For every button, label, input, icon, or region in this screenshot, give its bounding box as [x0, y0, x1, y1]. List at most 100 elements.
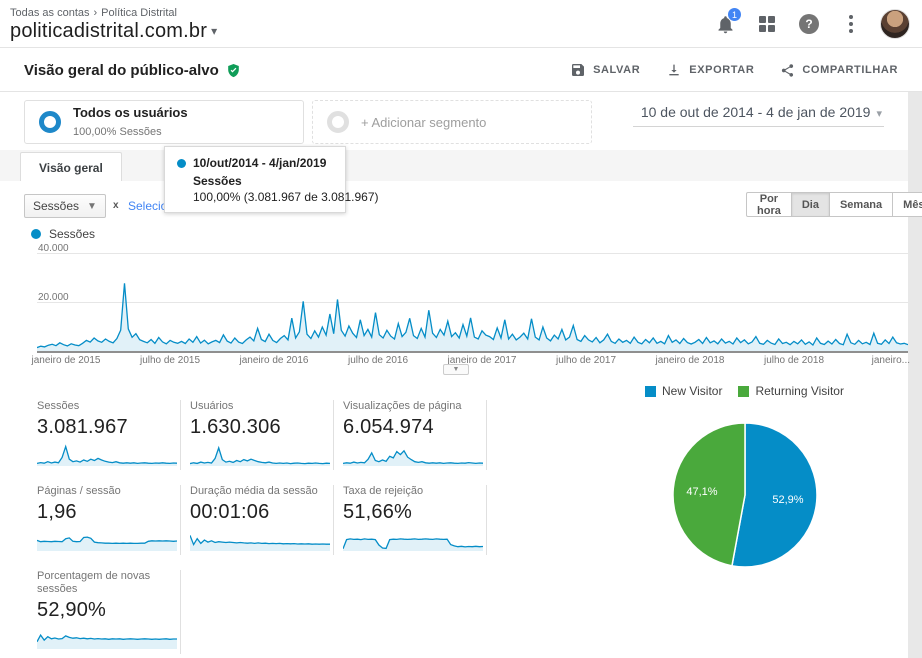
metric-label: Duração média da sessão	[190, 485, 318, 497]
notifications-button[interactable]: 1	[712, 7, 742, 37]
gridline-20k	[37, 302, 908, 303]
pie-legend-returning-visitor[interactable]: Returning Visitor	[738, 384, 844, 398]
chart-legend: Sessões	[31, 227, 95, 241]
segment-donut-icon-gray	[327, 111, 349, 133]
users-sparkline	[190, 445, 330, 466]
x-tick: julho de 2015	[139, 355, 201, 366]
segment-subtitle: 100,00% Sessões	[73, 126, 162, 138]
gridline-40k	[37, 253, 908, 254]
x-tick: julho de 2016	[347, 355, 409, 366]
metric-label: Taxa de rejeição	[343, 485, 424, 497]
x-axis-line	[37, 351, 908, 353]
segment-donut-icon	[39, 111, 61, 133]
add-segment-button[interactable]: + Adicionar segmento	[312, 100, 592, 144]
tab-overview-label: Visão geral	[39, 160, 103, 175]
breadcrumb-account[interactable]: Política Distrital	[101, 7, 177, 19]
segment-all-users[interactable]: Todos os usuários 100,00% Sessões	[24, 100, 304, 144]
tooltip-metric: Sessões	[193, 174, 242, 188]
segment-title: Todos os usuários	[73, 105, 188, 120]
user-avatar[interactable]	[880, 9, 910, 39]
help-button[interactable]: ?	[796, 11, 822, 37]
chevron-down-icon: ▾	[876, 108, 882, 120]
breadcrumb-separator: ›	[93, 7, 98, 19]
granularity-month-button[interactable]: Mês	[892, 192, 922, 217]
add-segment-label: + Adicionar segmento	[361, 114, 487, 130]
metric-card-pageviews[interactable]: Visualizações de página 6.054.974	[343, 400, 487, 470]
x-tick: janeiro de 2016	[239, 355, 309, 366]
series-dot-icon	[177, 158, 186, 168]
notification-badge: 1	[727, 7, 742, 22]
chevron-down-icon: ▼	[87, 200, 97, 212]
svg-text:47,1%: 47,1%	[686, 486, 717, 498]
report-toolbar: Visão geral do público-alvo SALVAR EXPOR…	[0, 49, 922, 92]
y-tick-20000: 20.000	[38, 292, 69, 303]
tooltip-date-range: 10/out/2014 - 4/jan/2019	[193, 156, 327, 170]
granularity-hour-button[interactable]: Por hora	[746, 192, 792, 217]
x-tick: julho de 2017	[555, 355, 617, 366]
tab-overview[interactable]: Visão geral	[20, 152, 122, 182]
metric-value: 00:01:06	[190, 501, 270, 523]
sessions-timeline-chart[interactable]	[37, 254, 908, 351]
tooltip-value: 100,00% (3.081.967 de 3.081.967)	[193, 190, 379, 204]
share-button[interactable]: COMPARTILHAR	[780, 63, 898, 78]
bounce-rate-sparkline	[343, 538, 483, 551]
metric-card-bounce-rate[interactable]: Taxa de rejeição 51,66%	[343, 485, 487, 555]
metric-value: 52,90%	[37, 599, 107, 621]
pie-legend-new-visitor[interactable]: New Visitor	[645, 384, 722, 398]
visitor-type-pie-chart[interactable]: 52,9% 47,1%	[669, 419, 821, 571]
metric-select-dropdown[interactable]: Sessões ▼	[24, 194, 106, 218]
chart-tooltip: 10/out/2014 - 4/jan/2019 Sessões 100,00%…	[164, 146, 379, 213]
property-title: politicadistrital.com.br	[10, 20, 208, 42]
more-options-button[interactable]	[838, 11, 864, 37]
segments-panel: Todos os usuários 100,00% Sessões + Adic…	[0, 92, 908, 150]
metric-card-users[interactable]: Usuários 1.630.306	[190, 400, 334, 470]
export-button[interactable]: EXPORTAR	[666, 62, 754, 78]
granularity-day-button[interactable]: Dia	[790, 192, 830, 217]
vs-label: x	[113, 200, 119, 211]
granularity-switcher: Por hora Dia Semana Mês	[746, 192, 922, 217]
metric-label: Porcentagem de novas sessões	[37, 570, 151, 595]
new-sessions-sparkline	[37, 633, 177, 649]
series-dot-icon	[31, 229, 41, 239]
metric-select-label: Sessões	[33, 199, 80, 213]
metric-value: 1,96	[37, 501, 77, 523]
save-button-label: SALVAR	[593, 64, 641, 76]
svg-text:52,9%: 52,9%	[772, 494, 803, 506]
tab-strip: Visão geral	[0, 150, 908, 182]
chevron-down-icon: ▾	[211, 24, 218, 38]
metric-label: Páginas / sessão	[37, 485, 121, 497]
export-button-label: EXPORTAR	[689, 64, 755, 76]
x-axis-labels: janeiro de 2015 julho de 2015 janeiro de…	[0, 355, 910, 367]
apps-button[interactable]	[754, 11, 780, 37]
metric-card-pages-per-session[interactable]: Páginas / sessão 1,96	[37, 485, 181, 555]
pie-legend-label: Returning Visitor	[755, 384, 844, 398]
download-icon	[669, 64, 679, 76]
metric-card-avg-duration[interactable]: Duração média da sessão 00:01:06	[190, 485, 334, 555]
granularity-week-button[interactable]: Semana	[828, 192, 894, 217]
save-button[interactable]: SALVAR	[570, 62, 640, 78]
collapse-chart-button[interactable]: ▼	[443, 364, 469, 375]
verified-shield-icon	[227, 63, 239, 77]
x-tick: janeiro...	[871, 355, 910, 366]
chart-legend-label: Sessões	[49, 227, 96, 241]
metric-value: 6.054.974	[343, 416, 434, 438]
metric-value: 3.081.967	[37, 416, 128, 438]
scrollbar-gutter[interactable]	[908, 92, 922, 658]
kebab-menu-icon	[849, 15, 853, 33]
breadcrumb-all-accounts[interactable]: Todas as contas	[10, 7, 90, 19]
metric-value: 1.630.306	[190, 416, 281, 438]
x-tick: janeiro de 2018	[655, 355, 725, 366]
property-selector[interactable]: politicadistrital.com.br ▾	[10, 20, 217, 43]
x-tick: janeiro de 2015	[31, 355, 101, 366]
legend-square-icon	[738, 385, 750, 397]
date-range-selector[interactable]: 10 de out de 2014 - 4 de jan de 2019 ▾	[632, 102, 884, 127]
apps-grid-icon	[759, 16, 775, 32]
metric-card-new-sessions[interactable]: Porcentagem de novas sessões 52,90%	[37, 570, 181, 654]
metric-value: 51,66%	[343, 501, 413, 523]
metric-card-sessions[interactable]: Sessões 3.081.967	[37, 400, 181, 470]
help-icon: ?	[799, 14, 819, 34]
sessions-sparkline	[37, 444, 177, 466]
pages-session-sparkline	[37, 536, 177, 551]
x-tick: julho de 2018	[763, 355, 825, 366]
